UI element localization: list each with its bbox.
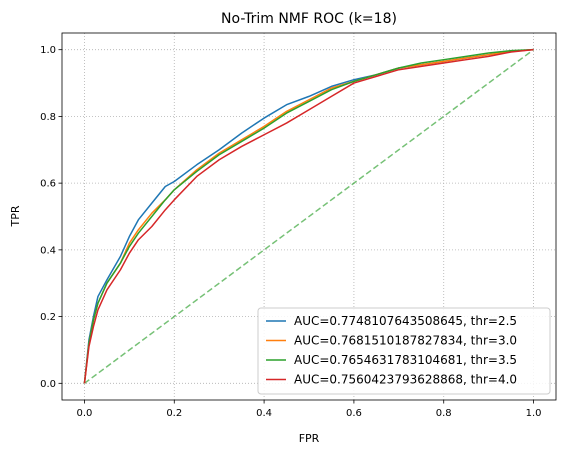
roc-series-line-3 [83, 48, 534, 384]
legend-box [257, 307, 551, 395]
y-axis-label: TPR [9, 205, 22, 227]
y-tick-label: 0.2 [40, 312, 56, 323]
roc-series-line-4 [83, 48, 534, 384]
y-tick-label: 0.4 [40, 245, 56, 256]
legend: AUC=0.7748107643508645, thr=2.5 AUC=0.768… [257, 307, 551, 395]
x-tick-label: 0.2 [166, 408, 182, 419]
legend-entry-label: AUC=0.7748107643508645, thr=2.5 [294, 314, 517, 328]
legend-entry-label: AUC=0.7560423793628868, thr=4.0 [294, 373, 517, 387]
axis-ticks: 0.0 0.2 0.4 0.6 0.8 1.0 0.0 0.2 0.4 0.6 0.8 1.0 [40, 45, 541, 419]
reference-line-group [84, 49, 534, 384]
x-tick-label: 0.8 [436, 408, 452, 419]
x-tick-label: 0.0 [77, 408, 93, 419]
x-tick-label: 0.6 [346, 408, 362, 419]
series-lines [83, 48, 534, 384]
x-axis-label: FPR [299, 432, 320, 445]
y-tick-label: 1.0 [40, 45, 56, 56]
plot-frame [61, 32, 557, 401]
y-tick-label: 0.6 [40, 179, 56, 190]
reference-diagonal-line [84, 49, 534, 384]
y-tick-label: 0.8 [40, 112, 56, 123]
legend-entry-label: AUC=0.7654631783104681, thr=3.5 [294, 353, 517, 367]
y-tick-label: 0.0 [40, 379, 56, 390]
x-tick-label: 0.4 [256, 408, 272, 419]
legend-entry-label: AUC=0.7681510187827834, thr=3.0 [294, 334, 517, 348]
chart-title: No-Trim NMF ROC (k=18) [221, 11, 397, 27]
x-tick-label: 1.0 [526, 408, 542, 419]
